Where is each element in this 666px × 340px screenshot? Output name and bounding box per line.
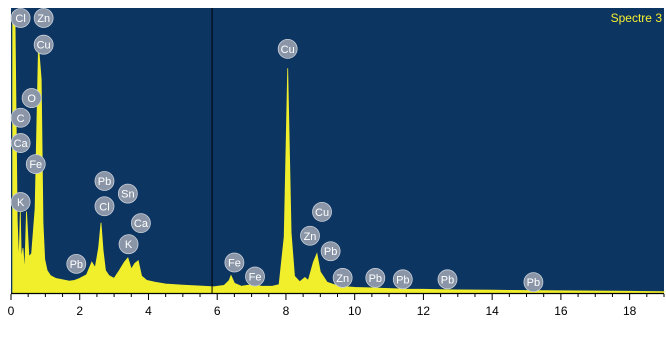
peak-label-text: Cu: [37, 40, 51, 52]
peak-label-badge: [21, 88, 42, 108]
x-axis: 0 2 4 6 8 10 12 14 16 18: [8, 292, 665, 318]
peak-label-cl: Cl: [10, 8, 31, 28]
peak-label-badge: [94, 196, 115, 217]
peak-label-ca: Ca: [131, 213, 151, 234]
peak-label-text: Zn: [37, 13, 50, 25]
peak-label-badge: [117, 183, 138, 204]
peak-label-badge: [10, 107, 31, 128]
peak-label-badge: [523, 272, 544, 293]
x-tick-label-10: 10: [348, 304, 362, 318]
peak-label-badge: [365, 268, 386, 288]
peak-label-zn: Zn: [332, 268, 353, 288]
peak-label-sn: Sn: [117, 183, 138, 204]
peak-label-text: Cu: [281, 44, 295, 56]
peak-label-badge: [10, 192, 31, 212]
peak-label-badge: [437, 269, 458, 290]
peak-label-fe: Fe: [224, 252, 245, 273]
peak-label-badge: [33, 8, 54, 28]
x-tick-label-18: 18: [623, 304, 637, 318]
peak-label-badge: [94, 171, 115, 191]
peak-label-text: Sn: [121, 189, 134, 201]
peak-label-text: Fe: [29, 159, 42, 171]
peak-label-pb: Pb: [437, 269, 458, 290]
peak-label-text: Cl: [99, 201, 109, 213]
peak-label-text: C: [17, 113, 25, 125]
peak-label-cu: Cu: [277, 39, 298, 59]
peak-label-text: Pb: [396, 274, 409, 286]
peak-label-text: Pb: [98, 176, 111, 188]
peak-label-cu: Cu: [312, 201, 332, 222]
peak-label-text: O: [27, 93, 36, 105]
peak-label-badge: [277, 39, 298, 59]
peak-label-cu: Cu: [33, 34, 54, 55]
peak-label-pb: Pb: [523, 272, 544, 293]
x-tick-label-2: 2: [76, 304, 83, 318]
spectrum-title: Spectre 3: [611, 11, 663, 25]
peak-label-pb: Pb: [94, 171, 115, 191]
peak-label-text: Pb: [324, 246, 337, 258]
peak-label-text: K: [17, 197, 25, 209]
peak-label-badge: [300, 225, 320, 246]
peak-label-badge: [131, 213, 151, 234]
peak-label-text: Pb: [369, 273, 382, 285]
peak-label-badge: [10, 8, 31, 28]
peak-label-text: Cu: [315, 207, 329, 219]
peak-label-text: Zn: [336, 273, 349, 285]
peak-label-badge: [245, 266, 265, 287]
peak-label-pb: Pb: [66, 253, 87, 274]
x-tick-label-0: 0: [8, 304, 15, 318]
peak-label-text: Cl: [15, 13, 25, 25]
x-tick-label-6: 6: [214, 304, 221, 318]
x-tick-label-16: 16: [554, 304, 568, 318]
peak-label-pb: Pb: [320, 241, 341, 262]
peak-label-badge: [312, 201, 332, 222]
peak-label-badge: [66, 253, 87, 274]
peak-label-text: Ca: [14, 138, 29, 150]
peak-label-text: Zn: [304, 231, 317, 243]
peak-label-text: Pb: [441, 274, 454, 286]
peak-label-fe: Fe: [245, 266, 265, 287]
peak-label-badge: [10, 133, 31, 153]
peak-label-zn: Zn: [33, 8, 54, 28]
peak-label-zn: Zn: [300, 225, 320, 246]
peak-label-c: C: [10, 107, 31, 128]
peak-label-badge: [392, 269, 413, 290]
spectrum-series-0: [12, 11, 665, 294]
spectrum-layer: [12, 11, 665, 294]
peak-label-badge: [224, 252, 245, 273]
peak-label-badge: [320, 241, 341, 262]
peak-label-text: K: [125, 239, 133, 251]
x-tick-label-8: 8: [283, 304, 290, 318]
peak-label-cl: Cl: [94, 196, 115, 217]
x-tick-label-14: 14: [485, 304, 499, 318]
peak-label-badge: [332, 268, 353, 288]
x-tick-label-12: 12: [417, 304, 431, 318]
peak-label-text: Fe: [249, 272, 262, 284]
peak-label-badge: [25, 154, 46, 175]
x-tick-label-4: 4: [145, 304, 152, 318]
peak-label-k: K: [118, 234, 139, 255]
peak-label-text: Pb: [527, 277, 540, 289]
peak-label-o: O: [21, 88, 42, 108]
peak-label-pb: Pb: [392, 269, 413, 290]
peak-label-text: Fe: [228, 257, 241, 269]
peak-label-pb: Pb: [365, 268, 386, 288]
peak-label-badge: [118, 234, 139, 255]
peak-label-ca: Ca: [10, 133, 31, 153]
peak-label-k: K: [10, 192, 31, 212]
peak-label-text: Ca: [134, 218, 149, 230]
peak-label-text: Pb: [70, 259, 83, 271]
peak-label-fe: Fe: [25, 154, 46, 175]
peak-label-badge: [33, 34, 54, 55]
